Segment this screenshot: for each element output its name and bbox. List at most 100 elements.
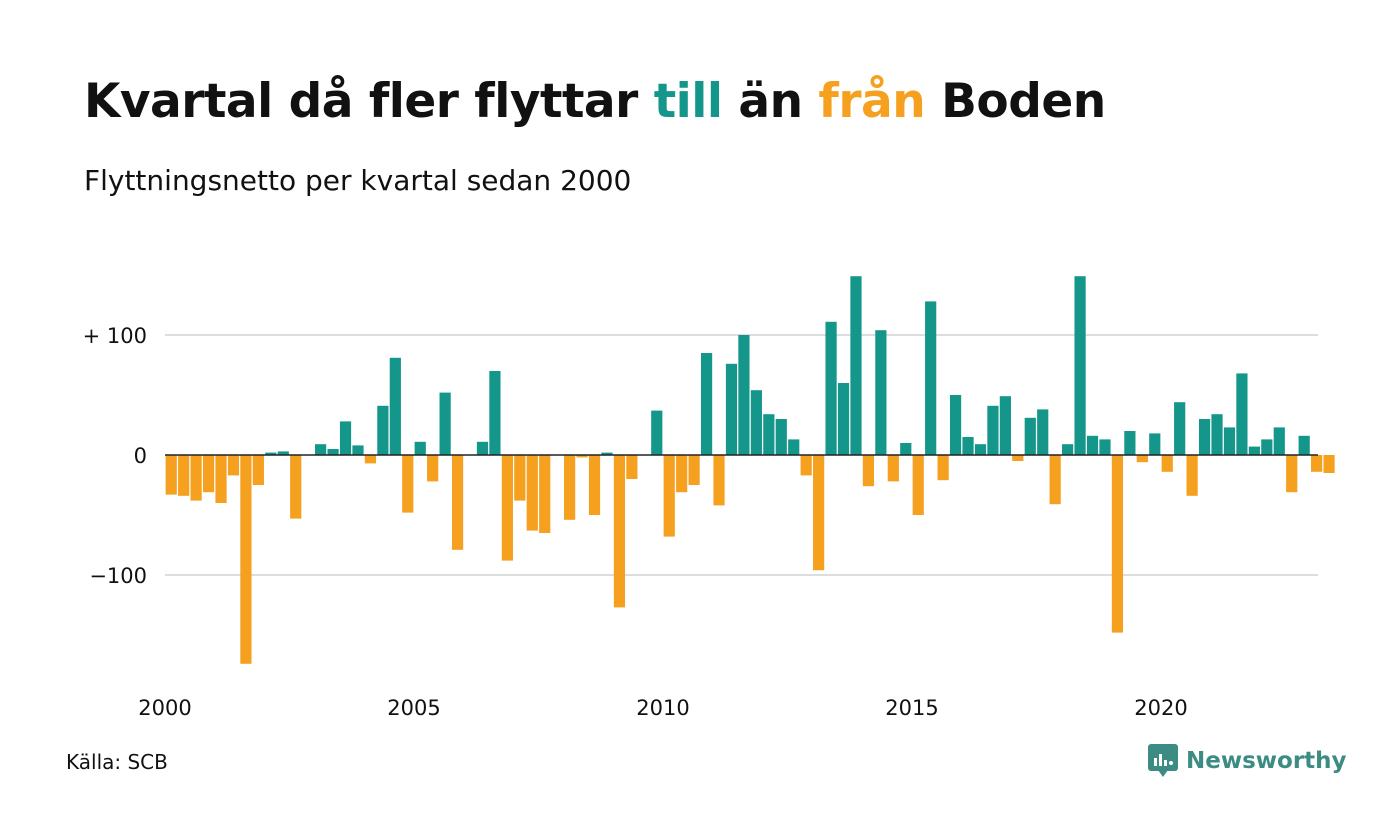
y-axis-labels: + 100 0 −100 xyxy=(83,324,147,588)
bar xyxy=(1198,419,1211,455)
bar xyxy=(725,363,738,455)
bar xyxy=(1186,455,1198,496)
x-tick-label: 2005 xyxy=(387,696,440,720)
bar xyxy=(925,301,937,455)
bar xyxy=(327,449,339,455)
bar xyxy=(1086,435,1099,455)
bar xyxy=(788,439,800,455)
bar xyxy=(837,383,850,455)
brand-name: Newsworthy xyxy=(1186,748,1347,774)
bar xyxy=(750,390,762,455)
bar xyxy=(277,451,289,455)
bar xyxy=(1174,402,1186,455)
bar xyxy=(315,444,327,455)
bar xyxy=(240,455,252,664)
bar xyxy=(427,455,439,482)
bar xyxy=(526,455,538,531)
title-word-fran: från xyxy=(818,74,926,129)
bar xyxy=(987,405,999,455)
bar xyxy=(290,455,302,519)
bar xyxy=(1211,414,1223,455)
bar-chart: + 100 0 −100 2000 2005 2010 2015 2020 xyxy=(83,276,1335,720)
bar xyxy=(451,455,464,550)
bar xyxy=(1136,455,1148,463)
chart-subtitle: Flyttningsnetto per kvartal sedan 2000 xyxy=(84,164,632,197)
bar xyxy=(1311,455,1323,472)
bar xyxy=(1024,417,1036,455)
bar xyxy=(178,455,190,496)
bar xyxy=(713,455,725,506)
bar xyxy=(1161,455,1173,472)
bar xyxy=(501,455,513,561)
bar xyxy=(1236,373,1248,455)
bar xyxy=(875,330,887,455)
bar xyxy=(1298,435,1310,455)
bar xyxy=(439,392,451,455)
x-tick-label: 2015 xyxy=(885,696,938,720)
bar xyxy=(1248,446,1260,455)
title-part-1: Kvartal då fler flyttar xyxy=(84,74,654,129)
brand-logo: Newsworthy xyxy=(1148,744,1347,778)
bar xyxy=(800,455,812,476)
bar xyxy=(389,357,401,455)
bar xyxy=(339,421,352,455)
y-tick-label: 0 xyxy=(134,444,147,468)
bar xyxy=(1223,427,1236,455)
bar xyxy=(402,455,414,513)
bar xyxy=(1062,444,1074,455)
x-tick-label: 2000 xyxy=(138,696,191,720)
bar xyxy=(949,395,962,455)
bar xyxy=(1099,439,1111,455)
bar xyxy=(775,419,787,455)
bar xyxy=(700,353,713,455)
bar xyxy=(613,455,626,608)
bar xyxy=(265,452,277,455)
bar xyxy=(202,455,215,493)
bar xyxy=(1323,455,1335,473)
title-part-3: Boden xyxy=(925,74,1106,129)
bar xyxy=(738,335,750,455)
bar xyxy=(974,444,987,455)
bar xyxy=(252,455,264,485)
bar xyxy=(1261,439,1273,455)
bar xyxy=(352,445,364,455)
bar xyxy=(227,455,240,476)
bar xyxy=(476,441,489,455)
bar xyxy=(651,410,663,455)
bar xyxy=(912,455,924,515)
newsworthy-logo-icon xyxy=(1148,744,1178,777)
x-axis-labels: 2000 2005 2010 2015 2020 xyxy=(138,696,1187,720)
source-note: Källa: SCB xyxy=(66,750,168,774)
title-part-2: än xyxy=(722,74,819,129)
bar xyxy=(601,452,613,455)
chart-title: Kvartal då fler flyttar till än från Bod… xyxy=(84,74,1106,130)
bar xyxy=(588,455,601,515)
bar xyxy=(1286,455,1298,493)
bar xyxy=(1049,455,1061,505)
bar xyxy=(1124,431,1136,455)
bar xyxy=(887,455,899,482)
bar xyxy=(576,455,588,458)
bar xyxy=(663,455,675,537)
bar xyxy=(676,455,688,493)
y-tick-label: + 100 xyxy=(83,324,147,348)
bar xyxy=(962,437,974,455)
bar xyxy=(850,276,862,455)
x-tick-label: 2020 xyxy=(1134,696,1187,720)
bar xyxy=(999,396,1011,455)
bar xyxy=(564,455,576,520)
bar xyxy=(364,455,377,464)
bar xyxy=(900,443,912,455)
bar xyxy=(626,455,638,479)
bar xyxy=(688,455,700,485)
bars xyxy=(165,276,1335,664)
x-tick-label: 2010 xyxy=(636,696,689,720)
bar xyxy=(937,455,949,481)
bar xyxy=(1111,455,1124,633)
bar xyxy=(190,455,202,501)
bar xyxy=(1037,409,1049,455)
bar xyxy=(1012,455,1024,461)
bar xyxy=(763,414,775,455)
bar xyxy=(1074,276,1086,455)
bar xyxy=(539,455,551,533)
